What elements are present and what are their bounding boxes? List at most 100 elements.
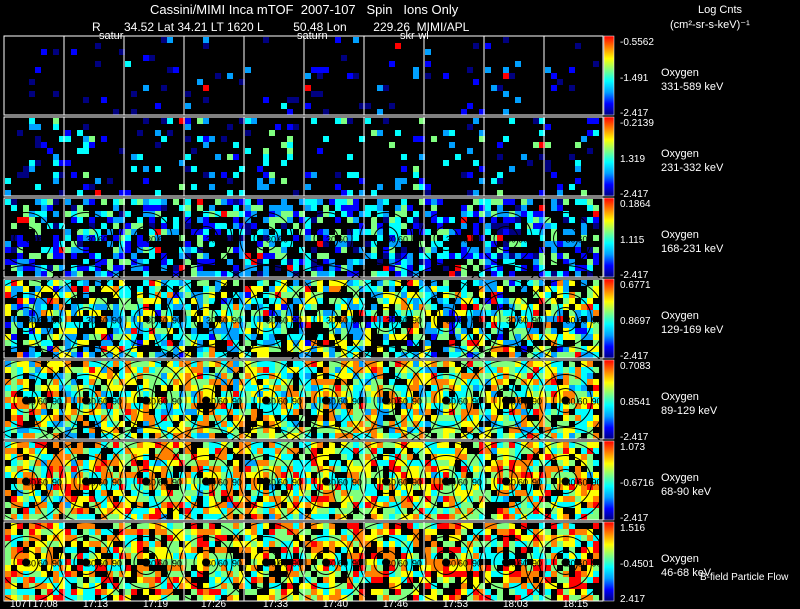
heatmap-cell	[383, 421, 389, 427]
heatmap-cell	[107, 442, 113, 448]
heatmap-cell	[401, 154, 407, 160]
heatmap-cell	[509, 421, 515, 427]
heatmap-cell	[353, 229, 359, 235]
heatmap-cell	[215, 223, 221, 229]
heatmap-cell	[509, 280, 515, 286]
heatmap-cell	[89, 361, 95, 367]
heatmap-cell	[269, 409, 275, 415]
heatmap-cell	[431, 448, 437, 454]
heatmap-cell	[107, 478, 113, 484]
field-direction-marker	[561, 477, 570, 486]
heatmap-cell	[167, 589, 173, 595]
heatmap-cell	[305, 478, 311, 484]
pitch-angle-contour	[0, 265, 81, 374]
heatmap-cell	[473, 310, 479, 316]
heatmap-cell	[161, 502, 167, 508]
heatmap-cell	[197, 241, 203, 247]
heatmap-cell	[515, 460, 521, 466]
heatmap-cell	[365, 340, 371, 346]
heatmap-cell	[203, 454, 209, 460]
heatmap-cell	[365, 253, 371, 259]
heatmap-cell	[131, 409, 137, 415]
heatmap-cell	[263, 535, 269, 541]
heatmap-cell	[137, 442, 143, 448]
heatmap-cell	[353, 340, 359, 346]
heatmap-cell	[89, 460, 95, 466]
heatmap-cell	[515, 367, 521, 373]
heatmap-cell	[113, 514, 119, 520]
contour-label: 60	[278, 397, 288, 407]
heatmap-cell	[437, 415, 443, 421]
heatmap-cell	[293, 502, 299, 508]
contour-label: 30	[206, 235, 216, 245]
heatmap-cell	[47, 340, 53, 346]
heatmap-cell	[257, 559, 263, 565]
heatmap-cell	[23, 484, 29, 490]
heatmap-cell	[281, 472, 287, 478]
heatmap-cell	[155, 103, 161, 109]
heatmap-cell	[197, 253, 203, 259]
heatmap-cell	[533, 118, 539, 124]
heatmap-cell	[587, 367, 593, 373]
heatmap-cell	[299, 385, 305, 391]
pitch-angle-contour	[553, 388, 578, 413]
heatmap-cell	[119, 286, 125, 292]
heatmap-cell	[533, 229, 539, 235]
heatmap-cell	[131, 472, 137, 478]
heatmap-cell	[257, 241, 263, 247]
heatmap-cell	[65, 559, 71, 565]
heatmap-cell	[239, 247, 245, 253]
heatmap-cell	[365, 472, 371, 478]
heatmap-cell	[209, 508, 215, 514]
heatmap-cell	[5, 421, 11, 427]
heatmap-cell	[269, 367, 275, 373]
contour-label: 90	[352, 316, 362, 326]
heatmap-cell	[167, 433, 173, 439]
heatmap-cell	[167, 286, 173, 292]
heatmap-cell	[587, 427, 593, 433]
heatmap-cell	[47, 484, 53, 490]
heatmap-cell	[143, 118, 149, 124]
heatmap-cell	[587, 403, 593, 409]
heatmap-cell	[593, 460, 599, 466]
heatmap-cell	[95, 178, 101, 184]
heatmap-cell	[419, 247, 425, 253]
heatmap-cell	[371, 403, 377, 409]
heatmap-cell	[263, 340, 269, 346]
heatmap-cell	[47, 535, 53, 541]
panel-energy-label: 331-589 keV	[661, 81, 724, 93]
heatmap-cell	[179, 361, 185, 367]
heatmap-cell	[245, 304, 251, 310]
heatmap-cell	[329, 367, 335, 373]
heatmap-cell	[119, 49, 125, 55]
field-direction-marker	[82, 396, 90, 405]
heatmap-cell	[455, 448, 461, 454]
heatmap-cell	[335, 118, 341, 124]
colorbar	[603, 197, 615, 278]
heatmap-cell	[473, 496, 479, 502]
heatmap-cell	[143, 403, 149, 409]
heatmap-cell	[521, 502, 527, 508]
heatmap-cell	[443, 346, 449, 352]
heatmap-cell	[353, 415, 359, 421]
heatmap-cell	[413, 442, 419, 448]
heatmap-cell	[287, 229, 293, 235]
heatmap-cell	[245, 328, 251, 334]
heatmap-cell	[569, 448, 575, 454]
heatmap-cell	[539, 235, 545, 241]
heatmap-cell	[53, 583, 59, 589]
heatmap-cell	[293, 490, 299, 496]
heatmap-cell	[401, 265, 407, 271]
heatmap-cell	[113, 523, 119, 529]
heatmap-cell	[335, 184, 341, 190]
heatmap-cell	[467, 454, 473, 460]
heatmap-cell	[323, 316, 329, 322]
heatmap-cell	[539, 361, 545, 367]
heatmap-cell	[95, 496, 101, 502]
pitch-angle-contour	[299, 455, 353, 508]
heatmap-cell	[287, 391, 293, 397]
heatmap-cell	[587, 373, 593, 379]
heatmap-cell	[65, 340, 71, 346]
heatmap-cell	[581, 448, 587, 454]
heatmap-cell	[359, 421, 365, 427]
